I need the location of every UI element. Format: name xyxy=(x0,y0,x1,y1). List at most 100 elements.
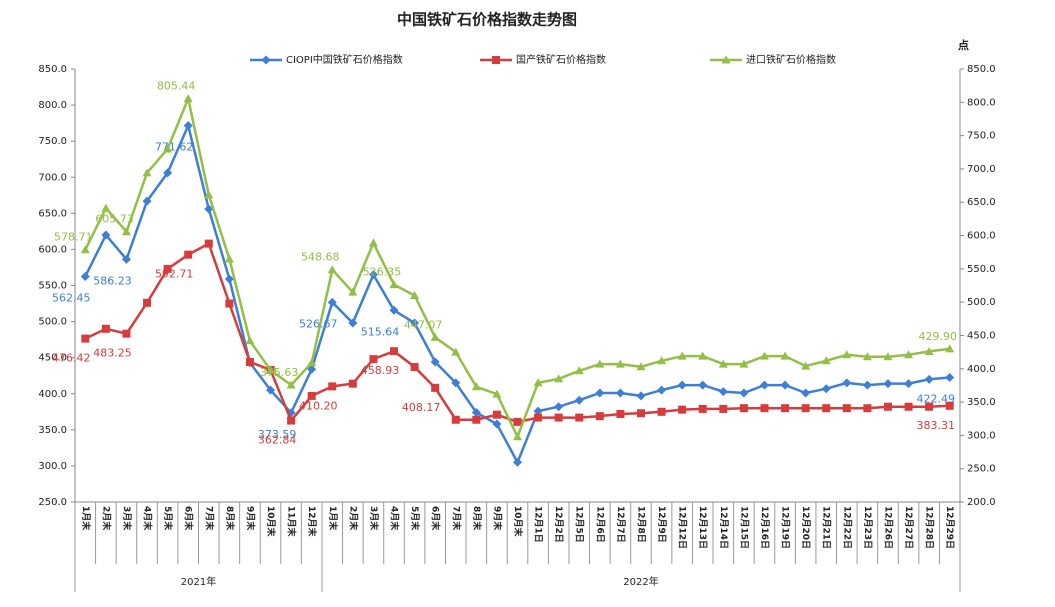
x-tick-label: 2月末 xyxy=(347,506,359,531)
point xyxy=(492,419,502,429)
point xyxy=(534,413,543,422)
point xyxy=(575,413,584,422)
y-tick-label: 450.0 xyxy=(38,353,67,364)
chart-title: 中国铁矿石价格指数走势图 xyxy=(397,11,577,29)
point xyxy=(245,336,255,345)
y2-tick-label: 700.0 xyxy=(967,164,996,175)
value-label: 373.59 xyxy=(258,428,297,441)
value-label: 447.07 xyxy=(404,318,443,331)
point xyxy=(307,358,317,367)
x-tick-label: 10月末 xyxy=(265,506,277,538)
point xyxy=(389,280,399,289)
value-label: 526.67 xyxy=(299,317,338,330)
point xyxy=(554,374,564,383)
point xyxy=(492,389,502,398)
x-tick-label: 12月21日 xyxy=(821,506,832,549)
value-label: 562.45 xyxy=(52,292,91,305)
y-tick-label: 650.0 xyxy=(38,208,67,219)
x-tick-label: 12月23日 xyxy=(862,506,873,549)
series-line xyxy=(84,241,950,424)
point xyxy=(492,56,500,64)
x-tick-label: 4月末 xyxy=(142,506,154,531)
point xyxy=(698,404,707,413)
point xyxy=(677,380,687,390)
point xyxy=(101,203,111,212)
point xyxy=(472,415,481,424)
x-tick-label: 12月7日 xyxy=(615,506,626,543)
point xyxy=(348,379,357,388)
y2-tick-label: 850.0 xyxy=(967,64,996,75)
y2-tick-label: 650.0 xyxy=(967,197,996,208)
y-tick-label: 250.0 xyxy=(38,497,67,508)
point xyxy=(348,318,358,328)
point xyxy=(739,388,749,398)
point xyxy=(781,404,790,413)
y-tick-label: 750.0 xyxy=(38,136,67,147)
x-tick-label: 12月5日 xyxy=(574,506,585,543)
point xyxy=(204,190,214,199)
y-tick-label: 700.0 xyxy=(38,172,67,183)
x-tick-label: 12月20日 xyxy=(800,506,811,549)
point xyxy=(121,227,131,236)
point xyxy=(842,404,851,413)
point xyxy=(636,409,645,418)
point xyxy=(410,290,420,299)
point xyxy=(142,168,152,177)
point xyxy=(121,254,131,264)
point xyxy=(719,404,728,413)
point xyxy=(760,404,769,413)
legend-label: 进口铁矿石价格指数 xyxy=(746,53,836,66)
x-tick-label: 12月22日 xyxy=(841,506,852,549)
value-label: 515.64 xyxy=(361,325,400,338)
point xyxy=(945,344,955,353)
x-tick-label: 12月26日 xyxy=(882,506,893,549)
x-tick-label: 12月9日 xyxy=(656,506,667,543)
point xyxy=(822,404,831,413)
point xyxy=(533,406,543,416)
point xyxy=(451,347,461,356)
point xyxy=(904,379,914,389)
value-label: 375.63 xyxy=(260,366,299,379)
point xyxy=(924,374,934,384)
point xyxy=(163,168,173,178)
point xyxy=(904,350,914,359)
point xyxy=(390,347,399,356)
point xyxy=(430,332,440,341)
point xyxy=(678,405,687,414)
point xyxy=(327,297,337,307)
point xyxy=(698,351,708,360)
point xyxy=(801,388,811,398)
point xyxy=(801,404,810,413)
value-label: 408.17 xyxy=(402,401,441,414)
x-tick-label: 12月14日 xyxy=(718,506,729,549)
value-label: 362.84 xyxy=(258,434,297,447)
y2-tick-label: 400.0 xyxy=(967,364,996,375)
point xyxy=(101,324,110,333)
y-tick-label: 850.0 xyxy=(38,64,67,75)
point xyxy=(883,379,893,389)
point xyxy=(801,361,811,370)
point xyxy=(80,272,90,282)
point xyxy=(595,388,605,398)
y-tick-label: 550.0 xyxy=(38,281,67,292)
point xyxy=(183,94,193,103)
point xyxy=(368,270,378,280)
point xyxy=(266,365,276,374)
point xyxy=(718,387,728,397)
value-label: 410.20 xyxy=(299,399,338,412)
point xyxy=(513,432,522,441)
point xyxy=(739,404,748,413)
x-tick-label: 7月末 xyxy=(450,506,462,531)
point xyxy=(122,329,131,338)
point xyxy=(163,144,173,153)
value-label: 578.71 xyxy=(54,231,93,244)
point xyxy=(718,359,728,368)
y-tick-label: 300.0 xyxy=(38,461,67,472)
point xyxy=(780,380,790,390)
point xyxy=(595,412,604,421)
y2-tick-label: 250.0 xyxy=(967,464,996,475)
series-line xyxy=(84,121,950,466)
point xyxy=(615,388,625,398)
point xyxy=(595,359,605,368)
point xyxy=(225,299,234,308)
